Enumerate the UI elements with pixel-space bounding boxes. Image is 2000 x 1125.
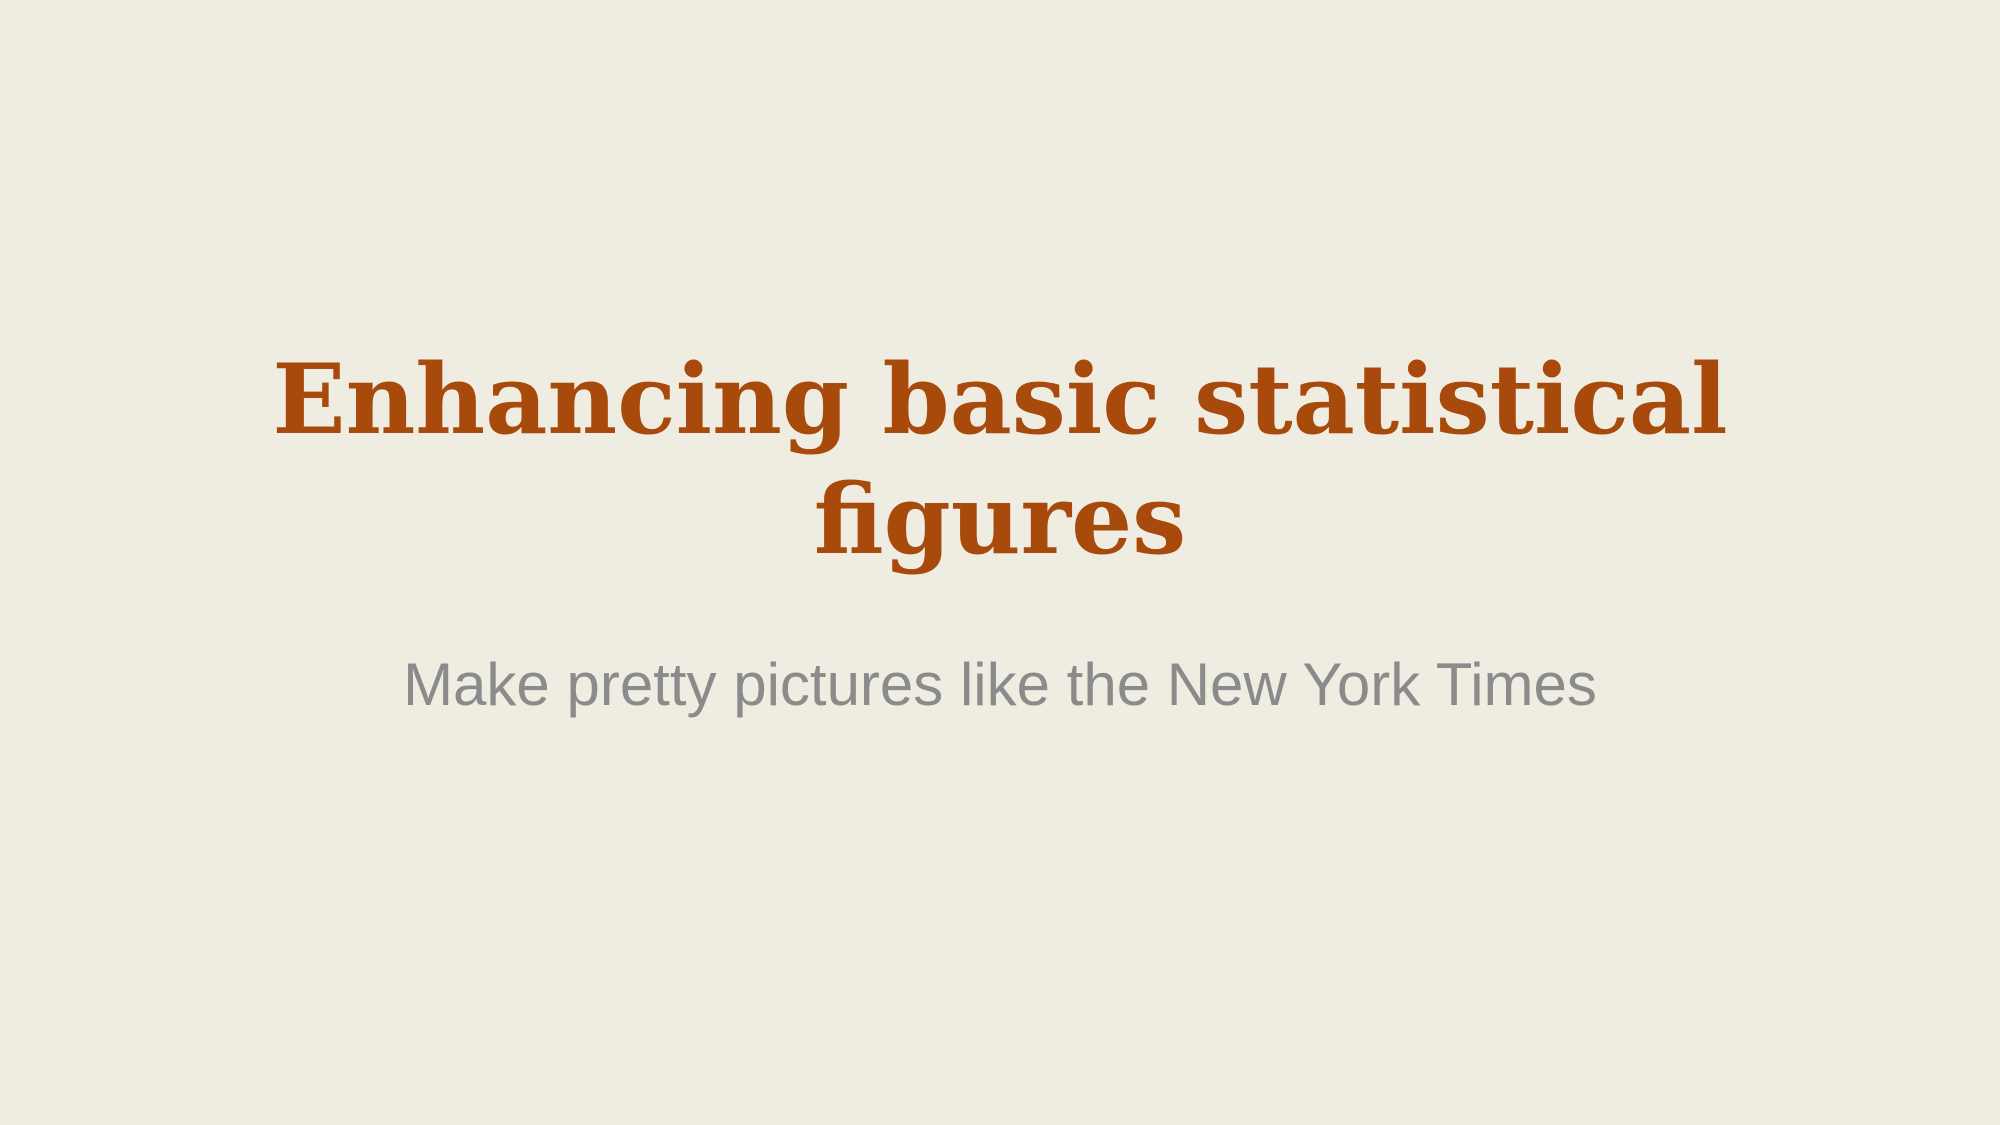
slide-title: Enhancing basic statistical figures	[272, 343, 1728, 576]
slide-subtitle: Make pretty pictures like the New York T…	[403, 651, 1597, 718]
